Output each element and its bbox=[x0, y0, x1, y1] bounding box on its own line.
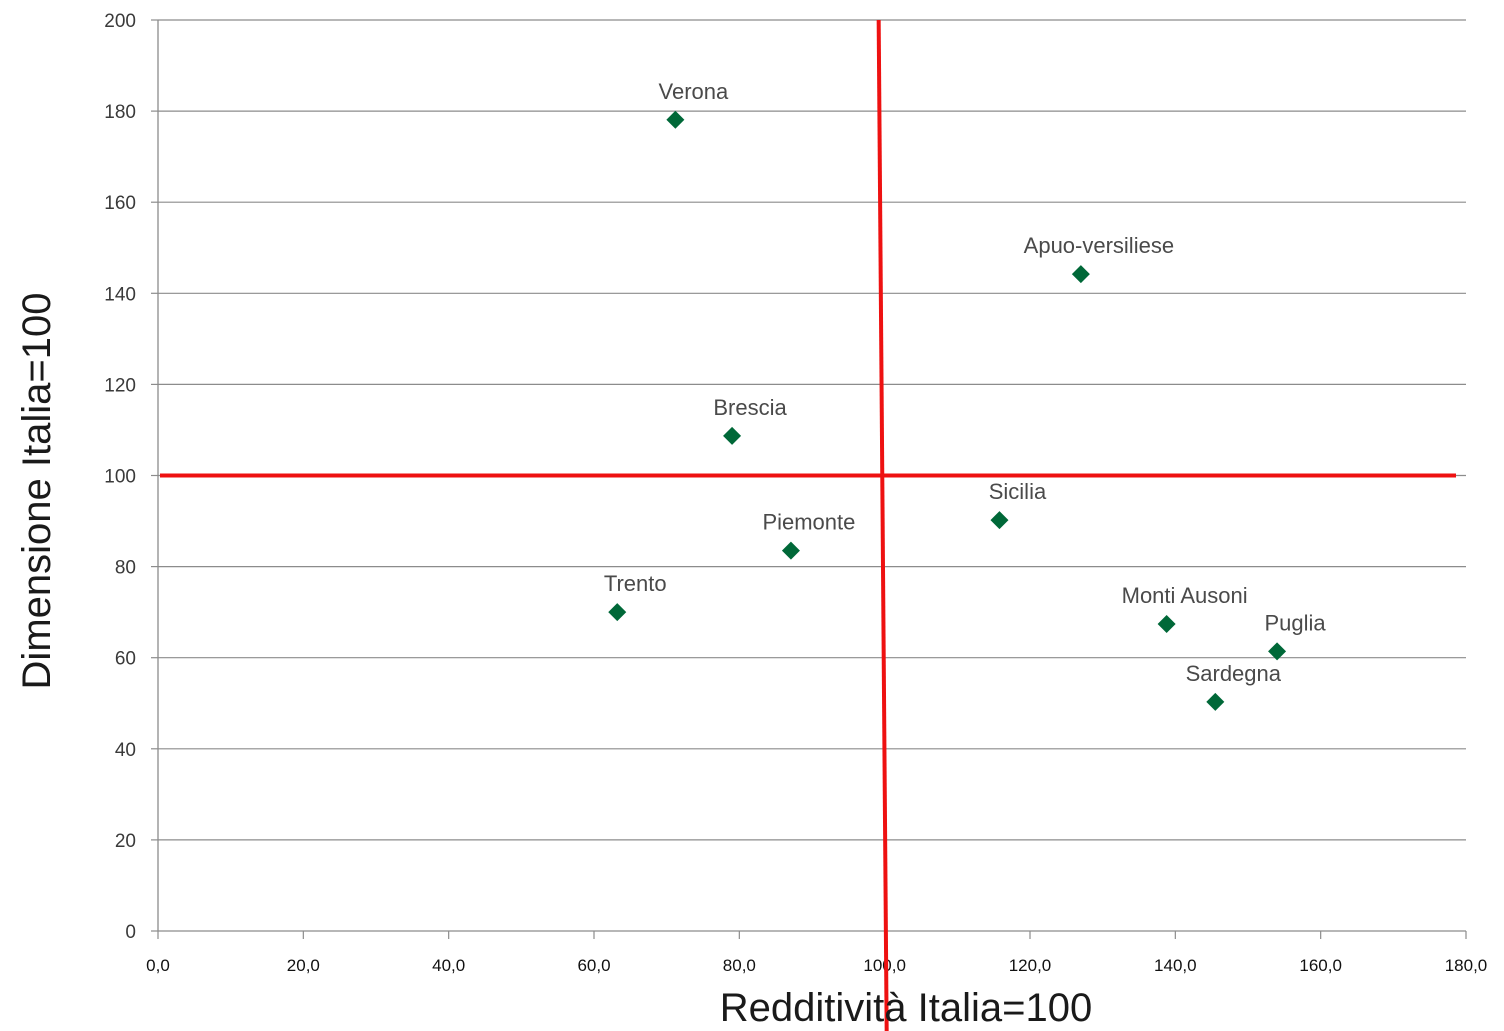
data-point bbox=[666, 110, 685, 129]
data-point bbox=[1206, 692, 1225, 711]
y-tick-labels: 0 20 40 60 80 100 120 140 160 180 200 bbox=[104, 11, 136, 943]
data-point bbox=[723, 426, 742, 445]
y-tick-label: 100 bbox=[104, 467, 136, 488]
data-label: Puglia bbox=[1264, 610, 1326, 635]
data-point bbox=[1268, 642, 1287, 661]
x-axis-title: Redditività Italia=100 bbox=[720, 986, 1092, 1030]
y-tick-label: 40 bbox=[115, 740, 136, 761]
y-tick-label: 0 bbox=[125, 922, 136, 943]
data-label: Apuo-versiliese bbox=[1024, 233, 1174, 258]
x-tick-label: 0,0 bbox=[146, 956, 170, 975]
x-tick-label: 120,0 bbox=[1009, 956, 1052, 975]
data-label: Sardegna bbox=[1186, 661, 1282, 686]
y-tick-label: 20 bbox=[115, 831, 136, 852]
y-tick-label: 140 bbox=[104, 284, 136, 305]
data-point bbox=[608, 603, 627, 622]
data-label: Trento bbox=[604, 571, 667, 596]
data-label: Verona bbox=[659, 79, 729, 104]
y-tick-label: 80 bbox=[115, 558, 136, 579]
data-point bbox=[1071, 265, 1090, 284]
data-point bbox=[781, 541, 800, 560]
reference-lines bbox=[160, 19, 1456, 1031]
y-tick-label: 180 bbox=[104, 102, 136, 123]
data-label: Sicilia bbox=[989, 479, 1047, 504]
data-points bbox=[608, 110, 1287, 711]
y-tick-label: 200 bbox=[104, 11, 136, 32]
x-tick-label: 80,0 bbox=[723, 956, 756, 975]
gridlines bbox=[158, 19, 1466, 841]
x-tick-labels: 0,020,040,060,080,0100,0120,0140,0160,01… bbox=[146, 956, 1487, 975]
data-label: Monti Ausoni bbox=[1122, 583, 1248, 608]
y-axis-title: Dimensione Italia=100 bbox=[15, 293, 59, 690]
x-tick-label: 20,0 bbox=[287, 956, 320, 975]
point-labels: Verona Apuo-versiliese Brescia Sicilia Piemo… bbox=[604, 79, 1327, 686]
y-tick-label: 160 bbox=[104, 193, 136, 214]
x-tick-label: 180,0 bbox=[1445, 956, 1488, 975]
x-tick-label: 140,0 bbox=[1154, 956, 1197, 975]
data-label: Piemonte bbox=[762, 510, 855, 535]
y-tick-label: 60 bbox=[115, 649, 136, 670]
x-tick-label: 60,0 bbox=[577, 956, 610, 975]
x-tick-label: 160,0 bbox=[1299, 956, 1342, 975]
x-tick-label: 40,0 bbox=[432, 956, 465, 975]
y-tick-label: 120 bbox=[104, 375, 136, 396]
reference-line-vertical bbox=[876, 19, 889, 1031]
data-point bbox=[990, 511, 1009, 530]
data-point bbox=[1157, 614, 1176, 633]
axes bbox=[151, 19, 1467, 939]
data-label: Brescia bbox=[713, 395, 787, 420]
